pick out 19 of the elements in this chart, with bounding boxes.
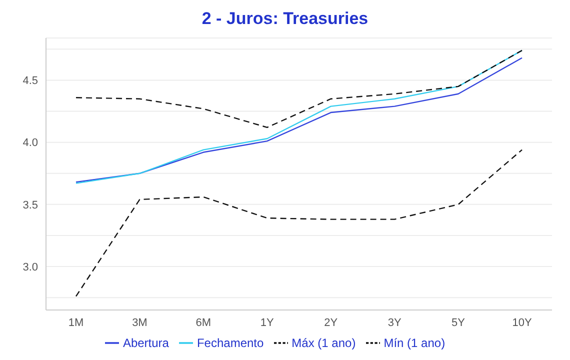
y-tick-label: 4.0 — [22, 137, 38, 150]
line-series — [75, 149, 523, 297]
legend-label: Mín (1 ano) — [384, 336, 446, 350]
x-tick-label: 3Y — [388, 316, 402, 329]
x-tick-label: 1Y — [260, 316, 275, 329]
x-tick-label: 2Y — [324, 316, 338, 329]
y-tick-label: 4.5 — [22, 75, 38, 88]
x-tick-label: 6M — [196, 316, 212, 329]
x-tick-label: 3M — [132, 316, 148, 329]
x-tick-label: 1M — [68, 316, 84, 329]
y-tick-label: 3.0 — [22, 261, 38, 274]
legend-label: Máx (1 ano) — [292, 336, 356, 350]
line-series — [75, 50, 523, 128]
x-tick-label: 5Y — [452, 316, 466, 329]
y-tick-label: 3.5 — [22, 199, 38, 212]
legend-label: Abertura — [122, 336, 169, 350]
x-tick-label: 10Y — [512, 316, 532, 329]
chart-title: 2 - Juros: Treasuries — [200, 8, 370, 30]
legend-label: Fechamento — [196, 336, 264, 350]
